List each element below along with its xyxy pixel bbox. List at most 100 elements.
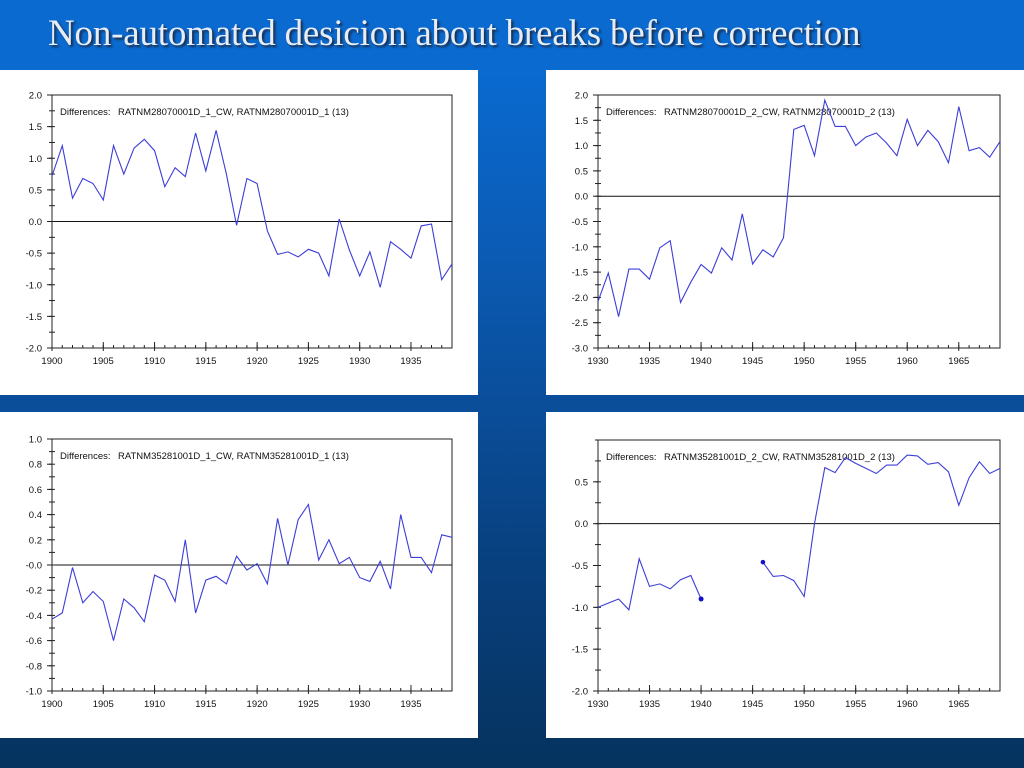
data-point: [886, 142, 887, 143]
data-point: [246, 178, 247, 179]
data-point: [308, 504, 309, 505]
y-tick-label: -2.0: [572, 293, 588, 304]
chart-top-right: 2.01.51.00.50.0-0.5-1.0-1.5-2.0-2.5-3.01…: [572, 91, 1001, 367]
y-tick-label: -0.5: [26, 249, 42, 260]
x-tick-label: 1930: [349, 356, 370, 367]
x-tick-label: 1945: [742, 356, 763, 367]
y-tick-label: 0.5: [575, 477, 588, 488]
data-point: [103, 199, 104, 200]
data-point: [267, 583, 268, 584]
data-point: [968, 477, 969, 478]
x-tick-label: 1940: [691, 699, 712, 710]
data-point: [989, 473, 990, 474]
x-tick-label: 1935: [400, 699, 421, 710]
data-point: [123, 173, 124, 174]
data-point: [948, 471, 949, 472]
data-point: [349, 249, 350, 250]
data-point: [410, 258, 411, 259]
data-point: [958, 106, 959, 107]
x-tick-label: 1955: [845, 699, 866, 710]
x-tick-label: 1960: [897, 356, 918, 367]
data-point: [958, 505, 959, 506]
data-point: [144, 621, 145, 622]
data-point: [999, 141, 1000, 142]
x-tick-label: 1925: [298, 699, 319, 710]
data-point: [927, 464, 928, 465]
data-point: [380, 561, 381, 562]
data-point: [216, 130, 217, 131]
y-tick-label: 0.6: [29, 485, 42, 496]
data-point: [917, 455, 918, 456]
y-tick-label: 0.5: [575, 166, 588, 177]
data-point: [804, 125, 805, 126]
data-point: [133, 607, 134, 608]
plot-frame: [597, 439, 1001, 692]
chart-panel-top-left: 2.0 1.5 1.0 0.5 0.0 -0.5 -1.0 -1.5 -2.0 1900 1905 1…: [0, 70, 478, 395]
data-point: [865, 468, 866, 469]
data-point: [226, 173, 227, 174]
x-tick-label: 1930: [587, 699, 608, 710]
data-point: [257, 183, 258, 184]
data-point: [989, 157, 990, 158]
x-tick-label: 1900: [41, 356, 62, 367]
x-tick-label: 1945: [742, 699, 763, 710]
chart-bottom-left: 1.00.80.60.40.2-0.0-0.2-0.4-0.6-0.8-1.01…: [26, 435, 453, 710]
data-point: [185, 539, 186, 540]
data-point: [339, 563, 340, 564]
y-tick-label: -2.0: [26, 344, 42, 355]
data-point: [400, 249, 401, 250]
legend-prefix: Differences:: [60, 451, 111, 462]
data-point: [680, 302, 681, 303]
data-point: [608, 603, 609, 604]
legend-series: RATNM35281001D_2_CW, RATNM35281001D_2 (1…: [664, 452, 895, 463]
y-tick-label: -0.8: [26, 661, 42, 672]
data-point: [834, 126, 835, 127]
data-point: [133, 148, 134, 149]
y-tick-label: 1.0: [29, 154, 42, 165]
y-tick-label: -1.0: [26, 280, 42, 291]
data-point: [267, 230, 268, 231]
x-tick-label: 1905: [93, 356, 114, 367]
data-point: [62, 612, 63, 613]
y-tick-label: -0.6: [26, 636, 42, 647]
data-point: [793, 129, 794, 130]
data-point: [154, 150, 155, 151]
x-tick-label: 1920: [247, 356, 268, 367]
data-point: [441, 279, 442, 280]
series-line: [597, 98, 1001, 317]
data-point: [845, 457, 846, 458]
data-point: [380, 287, 381, 288]
data-point: [298, 256, 299, 257]
data-point: [680, 579, 681, 580]
x-tick-label: 1950: [794, 699, 815, 710]
data-point: [328, 275, 329, 276]
data-point: [670, 240, 671, 241]
data-point: [783, 237, 784, 238]
y-tick-label: -1.5: [572, 268, 588, 279]
data-point: [896, 465, 897, 466]
segment-end-marker: [698, 596, 704, 602]
data-point: [226, 583, 227, 584]
legend-prefix: Differences:: [606, 107, 657, 118]
data-point: [927, 130, 928, 131]
y-tick-label: -1.5: [26, 312, 42, 323]
data-point: [773, 256, 774, 257]
y-tick-label: 2.0: [29, 91, 42, 102]
data-point: [783, 575, 784, 576]
segment-start-marker: [760, 559, 766, 565]
data-point: [246, 569, 247, 570]
y-tick-label: -0.5: [572, 561, 588, 572]
data-point: [185, 176, 186, 177]
data-point: [917, 145, 918, 146]
data-point: [721, 247, 722, 248]
data-point: [359, 577, 360, 578]
data-point: [597, 607, 598, 608]
x-tick-label: 1935: [639, 356, 660, 367]
data-point: [400, 514, 401, 515]
legend-series: RATNM28070001D_2_CW, RATNM28070001D_2 (1…: [664, 107, 895, 118]
x-tick-label: 1900: [41, 699, 62, 710]
data-point: [441, 534, 442, 535]
data-point: [359, 275, 360, 276]
data-point: [865, 136, 866, 137]
x-tick-label: 1965: [948, 699, 969, 710]
